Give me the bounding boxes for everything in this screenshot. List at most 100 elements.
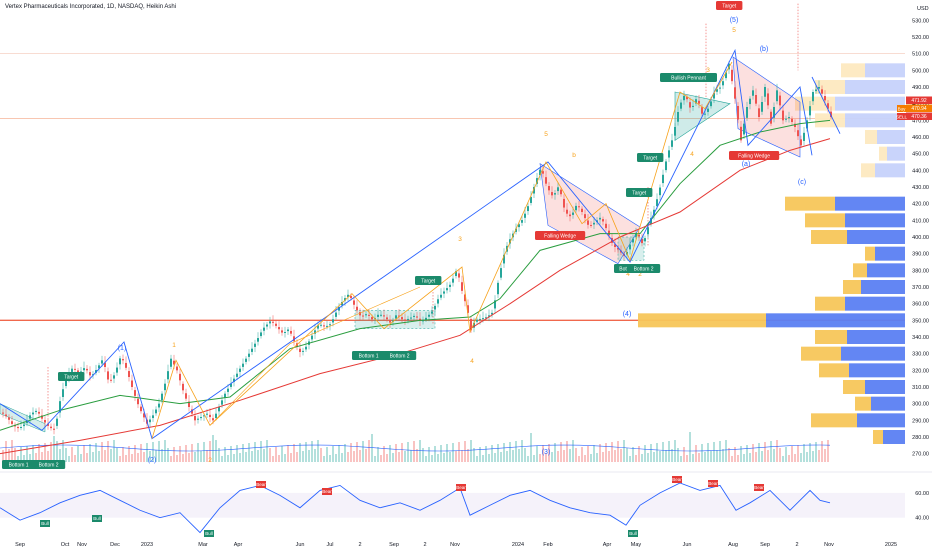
volume-bar [677,448,679,462]
volume-bar [653,452,655,462]
volume-bar [251,451,253,462]
candle-body [656,199,658,207]
minor-wave-label: 3 [458,236,462,243]
candle-body [569,214,571,217]
buy-tag-bg [897,105,906,112]
candle-body [155,409,157,414]
volume-bar [389,445,391,462]
volume-bar [566,441,568,462]
volume-bar [296,452,298,462]
candle-body [401,317,403,320]
volume-bar [602,452,604,462]
volume-bar [245,452,247,462]
candle-body [35,410,37,412]
volume-bar [437,454,439,462]
volume-profile-buy-bar [847,330,905,344]
candle-body [32,412,34,415]
volume-profile-sell-bar [805,213,845,228]
volume-bar [47,451,49,462]
volume-bar [293,444,295,462]
volume-bar [497,444,499,462]
candle-body [674,127,676,136]
candle-body [29,415,31,419]
price-tick-label: 400.00 [912,235,929,241]
candle-body [527,206,529,212]
volume-bar [518,449,520,462]
candle-body [419,318,421,321]
volume-profile-sell-bar [853,263,867,278]
volume-bar [167,448,169,462]
volume-bar [587,446,589,462]
volume-bar [20,447,22,462]
volume-bar [362,441,364,462]
volume-bar [353,451,355,462]
volume-bar [815,442,817,462]
volume-bar [170,456,172,462]
candle-body [803,132,805,141]
volume-bar [104,450,106,462]
volume-bar [59,449,61,462]
volume-profile-sell-bar [865,130,877,144]
volume-bar [812,451,814,462]
candle-body [167,371,169,380]
volume-bar [149,451,151,462]
volume-bar [125,455,127,462]
volume-profile-buy-bar [857,413,905,428]
volume-bar [548,444,550,462]
volume-profile-buy-bar [845,296,905,311]
volume-bar [659,451,661,462]
elliott-wave-label: (4) [623,311,632,318]
volume-bar [260,441,262,462]
candle-body [134,390,136,396]
volume-bar [41,452,43,462]
candle-body [311,335,313,340]
volume-bar [29,454,31,462]
volume-bar [68,456,70,462]
candle-body [11,421,13,424]
volume-bar [212,435,214,462]
candle-body [572,212,574,215]
projection-arrow [811,76,841,134]
candle-body [188,401,190,407]
volume-bar [221,456,223,462]
volume-bar [533,455,535,462]
volume-profile-sell-bar [865,246,875,261]
falling-wedge-zone-2 [732,56,801,158]
volume-profile-buy-bar [861,280,905,294]
volume-bar [287,445,289,462]
candle-body [431,311,433,314]
candle-body [491,312,493,315]
volume-bar [482,455,484,462]
volume-bar [107,441,109,462]
volume-bar [89,444,91,462]
candle-body [701,107,703,114]
candle-body [62,389,64,397]
price-tick-label: 440.00 [912,168,929,174]
price-tick-label: 530.00 [912,18,929,24]
volume-bar [716,450,718,462]
candle-body [809,106,811,116]
rsi-bull-badge-bg [204,530,214,537]
elliott-wave-label: (3) [542,449,551,456]
candle-body [737,105,739,120]
minor-wave-label: b [572,152,576,159]
candle-body [695,99,697,104]
candle-body [584,214,586,219]
candle-body [281,330,283,333]
volume-bar [809,443,811,462]
volume-bar [200,451,202,462]
candle-body [602,219,604,222]
volume-profile-sell-bar [801,346,841,361]
candle-body [461,282,463,291]
candle-body [197,418,199,420]
candle-body [365,314,367,316]
volume-bar [803,444,805,462]
time-tick-label: Dec [110,542,120,548]
candle-body [761,102,763,112]
price-tag-bg [906,104,932,112]
volume-bar [308,450,310,462]
volume-bar [599,444,601,462]
volume-bar [215,440,217,462]
candle-body [116,367,118,373]
